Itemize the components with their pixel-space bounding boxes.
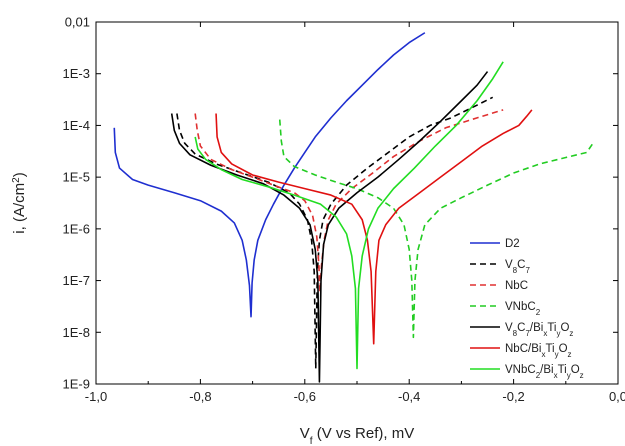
- series-line-2: [176, 96, 494, 370]
- x-tick-label: -0,4: [398, 389, 420, 404]
- legend-label-5: V8C7/BixTiyOz: [505, 322, 573, 338]
- legend-label-3: NbC: [505, 280, 528, 292]
- x-tick-label: -0,8: [189, 389, 211, 404]
- y-tick-label: 0,01: [65, 15, 90, 30]
- y-tick-label: 1E-7: [63, 273, 90, 288]
- series-line-7: [194, 61, 504, 370]
- legend-label-7: VNbC2/BixTiyOz: [505, 364, 584, 380]
- y-tick-label: 1E-8: [63, 325, 90, 340]
- series-layer: [113, 32, 596, 383]
- y-axis-title: i, (A/cm2): [11, 172, 29, 233]
- series-line-1: [113, 32, 426, 318]
- y-tick-label: 1E-6: [63, 221, 90, 236]
- series-line-6: [215, 109, 533, 345]
- x-axis-title: Vf (V vs Ref), mV: [300, 425, 414, 446]
- y-tick-label: 1E-4: [63, 118, 90, 133]
- ticks-layer: -1,0 -0,8 -0,6 -0,4 -0,2 0,0 1E-9 1E-8 1E-7 1E-6 1…: [63, 15, 625, 405]
- legend-label-1: D2: [505, 238, 520, 250]
- legend: D2 V8C7 NbC VNbC2 V8C7/BixTiyOz NbC/BixTiyOz V…: [470, 238, 584, 380]
- y-tick-label: 1E-5: [63, 170, 90, 185]
- x-tick-label: -0,2: [502, 389, 524, 404]
- series-line-4: [278, 119, 596, 339]
- y-tick-label: 1E-9: [63, 377, 90, 392]
- x-tick-label: -1,0: [85, 389, 107, 404]
- series-line-3: [194, 109, 504, 293]
- series-line-5: [170, 71, 489, 383]
- y-tick-label: 1E-3: [63, 66, 90, 81]
- legend-label-2: V8C7: [505, 259, 530, 275]
- legend-label-6: NbC/BixTiyOz: [505, 343, 572, 359]
- x-tick-label: -0,6: [294, 389, 316, 404]
- x-tick-label: 0,0: [609, 389, 625, 404]
- legend-label-4: VNbC2: [505, 301, 541, 317]
